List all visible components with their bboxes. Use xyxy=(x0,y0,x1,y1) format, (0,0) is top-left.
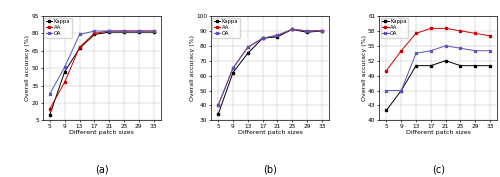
AA xyxy=(274,34,280,36)
OA xyxy=(384,89,390,92)
OA xyxy=(62,66,68,68)
Kappa xyxy=(150,31,156,33)
Kappa xyxy=(487,65,493,67)
AA xyxy=(76,46,82,48)
OA xyxy=(304,30,310,32)
AA xyxy=(384,70,390,72)
Kappa xyxy=(92,33,98,36)
Kappa xyxy=(215,113,221,115)
AA xyxy=(230,67,236,69)
AA xyxy=(458,30,464,32)
Line: OA: OA xyxy=(217,28,323,107)
Kappa xyxy=(413,65,419,67)
OA xyxy=(472,50,478,52)
OA xyxy=(215,104,221,107)
OA xyxy=(413,52,419,54)
Kappa xyxy=(121,31,127,33)
OA xyxy=(442,45,448,47)
AA xyxy=(413,32,419,34)
OA xyxy=(76,33,82,36)
Kappa xyxy=(245,52,251,54)
AA xyxy=(442,27,448,29)
OA xyxy=(136,30,142,32)
AA xyxy=(398,50,404,52)
AA xyxy=(472,32,478,34)
Y-axis label: Overall accuracy (%): Overall accuracy (%) xyxy=(190,35,195,101)
OA xyxy=(274,34,280,36)
X-axis label: Different patch sizes: Different patch sizes xyxy=(70,130,134,135)
Kappa xyxy=(106,31,112,33)
AA xyxy=(150,30,156,32)
Line: OA: OA xyxy=(385,44,492,92)
OA xyxy=(289,28,295,30)
Kappa xyxy=(260,37,266,39)
AA xyxy=(106,30,112,32)
X-axis label: Different patch sizes: Different patch sizes xyxy=(406,130,470,135)
Kappa xyxy=(428,65,434,67)
AA xyxy=(428,27,434,29)
Kappa xyxy=(319,30,325,32)
AA xyxy=(47,108,53,110)
Line: AA: AA xyxy=(385,27,492,72)
OA xyxy=(150,30,156,32)
Text: (b): (b) xyxy=(263,164,277,174)
Kappa xyxy=(304,31,310,33)
Text: (c): (c) xyxy=(432,164,445,174)
OA xyxy=(106,30,112,32)
OA xyxy=(121,30,127,32)
OA xyxy=(47,93,53,95)
Kappa xyxy=(274,36,280,38)
Line: OA: OA xyxy=(48,30,155,95)
OA xyxy=(319,30,325,32)
Legend: Kappa, AA, OA: Kappa, AA, OA xyxy=(212,18,240,38)
Kappa xyxy=(289,28,295,30)
Kappa xyxy=(230,72,236,74)
AA xyxy=(215,104,221,107)
OA xyxy=(487,50,493,52)
Y-axis label: Overall accuracy (%): Overall accuracy (%) xyxy=(25,35,30,101)
Kappa xyxy=(442,60,448,62)
AA xyxy=(136,30,142,32)
AA xyxy=(487,35,493,37)
AA xyxy=(260,37,266,39)
Kappa xyxy=(384,109,390,112)
Kappa xyxy=(458,65,464,67)
Kappa xyxy=(62,71,68,73)
OA xyxy=(245,46,251,48)
Legend: Kappa, AA, OA: Kappa, AA, OA xyxy=(380,18,408,38)
Kappa xyxy=(47,113,53,116)
Line: Kappa: Kappa xyxy=(48,31,155,116)
Line: Kappa: Kappa xyxy=(385,59,492,112)
OA xyxy=(230,67,236,69)
Kappa xyxy=(472,65,478,67)
AA xyxy=(319,30,325,32)
OA xyxy=(92,30,98,32)
Line: AA: AA xyxy=(48,30,155,110)
OA xyxy=(398,89,404,92)
OA xyxy=(428,50,434,52)
AA xyxy=(245,46,251,48)
AA xyxy=(62,81,68,83)
AA xyxy=(121,30,127,32)
AA xyxy=(304,30,310,32)
Kappa xyxy=(76,47,82,50)
Y-axis label: Overall accuracy (%): Overall accuracy (%) xyxy=(362,35,366,101)
Text: (a): (a) xyxy=(95,164,108,174)
Legend: Kappa, AA, OA: Kappa, AA, OA xyxy=(44,18,72,38)
Line: AA: AA xyxy=(217,28,323,107)
Line: Kappa: Kappa xyxy=(217,28,323,116)
Kappa xyxy=(136,31,142,33)
AA xyxy=(92,32,98,34)
X-axis label: Different patch sizes: Different patch sizes xyxy=(238,130,302,135)
Kappa xyxy=(398,89,404,92)
AA xyxy=(289,28,295,30)
OA xyxy=(260,37,266,39)
OA xyxy=(458,47,464,49)
